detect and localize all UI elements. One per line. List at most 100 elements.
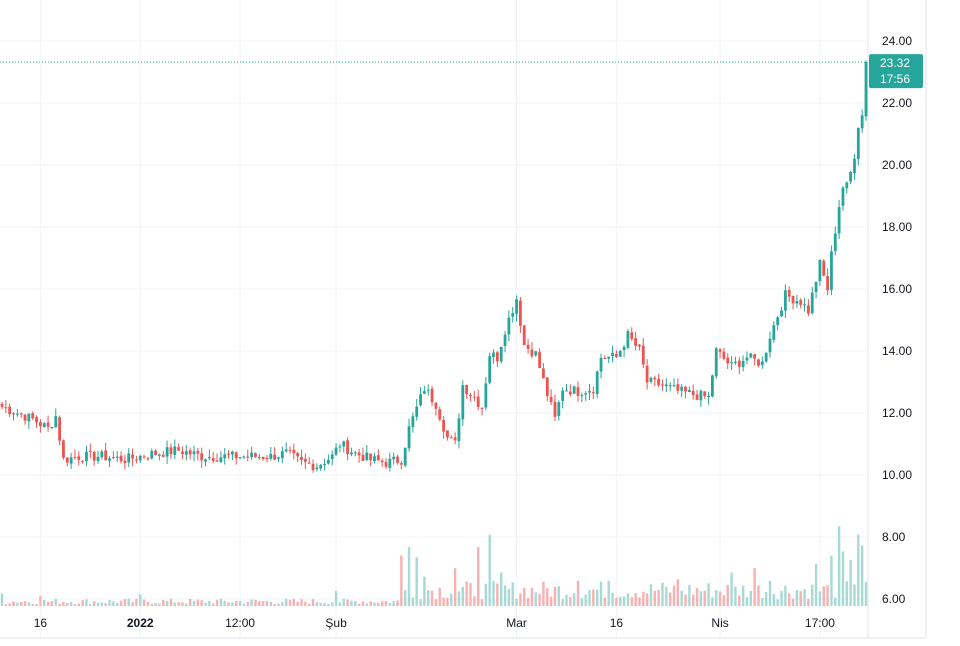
candle[interactable] <box>714 346 718 379</box>
candle[interactable] <box>695 389 699 401</box>
candle[interactable] <box>783 284 787 319</box>
candle[interactable] <box>242 455 246 460</box>
candle[interactable] <box>860 109 864 133</box>
candle[interactable] <box>196 447 200 461</box>
candle[interactable] <box>584 391 588 401</box>
candle[interactable] <box>131 448 134 467</box>
candle[interactable] <box>315 463 319 472</box>
candle[interactable] <box>223 447 227 465</box>
candle[interactable] <box>730 355 733 371</box>
candle[interactable] <box>534 350 538 358</box>
candle[interactable] <box>288 446 292 454</box>
candle[interactable] <box>111 451 115 460</box>
candle[interactable] <box>12 412 15 421</box>
candle[interactable] <box>303 453 307 470</box>
candle[interactable] <box>776 315 780 331</box>
candle[interactable] <box>350 447 353 457</box>
candle[interactable] <box>622 344 626 358</box>
candle[interactable] <box>787 286 791 303</box>
candle[interactable] <box>599 353 603 379</box>
candle[interactable] <box>799 298 803 309</box>
candle[interactable] <box>734 356 737 365</box>
candle[interactable] <box>837 199 841 240</box>
candle[interactable] <box>307 456 311 464</box>
candle[interactable] <box>565 383 568 392</box>
candle[interactable] <box>707 391 710 405</box>
candle[interactable] <box>384 458 388 469</box>
candle[interactable] <box>138 454 142 464</box>
candle[interactable] <box>415 398 419 421</box>
candle[interactable] <box>173 439 177 460</box>
candle[interactable] <box>280 446 284 464</box>
candle[interactable] <box>645 359 649 390</box>
candle[interactable] <box>407 418 411 452</box>
candle[interactable] <box>611 345 614 363</box>
candle[interactable] <box>181 446 184 460</box>
candle[interactable] <box>856 127 860 166</box>
candle[interactable] <box>791 295 795 310</box>
candle[interactable] <box>423 385 426 395</box>
candle[interactable] <box>549 389 553 405</box>
candle[interactable] <box>492 349 495 364</box>
candle[interactable] <box>472 391 476 402</box>
candle[interactable] <box>687 386 691 393</box>
candle[interactable] <box>388 452 392 472</box>
candle[interactable] <box>127 448 131 468</box>
candle[interactable] <box>150 448 154 460</box>
candle[interactable] <box>292 443 296 460</box>
candle[interactable] <box>96 450 100 464</box>
candle[interactable] <box>357 448 361 463</box>
candle[interactable] <box>772 321 776 343</box>
candle[interactable] <box>250 446 253 460</box>
candle[interactable] <box>135 455 138 464</box>
candle[interactable] <box>35 415 38 429</box>
candle[interactable] <box>85 445 88 466</box>
candle[interactable] <box>603 355 607 360</box>
candle[interactable] <box>745 351 749 365</box>
price-axis[interactable]: 24.00 22.00 20.00 18.00 16.00 14.00 12.00 10.00… <box>882 34 912 606</box>
candle[interactable] <box>542 363 545 379</box>
candle[interactable] <box>668 382 672 392</box>
candle[interactable] <box>430 386 434 407</box>
candle[interactable] <box>469 392 472 402</box>
candle[interactable] <box>158 453 161 461</box>
candle[interactable] <box>676 378 680 394</box>
candle[interactable] <box>77 451 81 466</box>
candle[interactable] <box>257 453 261 460</box>
candle[interactable] <box>330 450 334 466</box>
candle[interactable] <box>649 376 653 384</box>
candle[interactable] <box>446 430 449 441</box>
candle[interactable] <box>760 356 764 369</box>
candle[interactable] <box>146 457 150 461</box>
candle[interactable] <box>699 389 703 407</box>
candle[interactable] <box>661 379 664 391</box>
candle[interactable] <box>810 286 814 315</box>
candle[interactable] <box>561 387 565 409</box>
candle[interactable] <box>46 415 50 432</box>
candle[interactable] <box>403 447 407 468</box>
candle[interactable] <box>519 296 522 333</box>
candle[interactable] <box>338 444 342 453</box>
candle[interactable] <box>826 268 829 296</box>
candle[interactable] <box>495 351 499 367</box>
candle[interactable] <box>88 443 92 459</box>
candle[interactable] <box>607 356 611 364</box>
candle[interactable] <box>4 400 8 414</box>
candle[interactable] <box>8 403 12 418</box>
candle[interactable] <box>238 457 242 460</box>
candle[interactable] <box>461 380 465 426</box>
candle[interactable] <box>764 352 768 363</box>
candle[interactable] <box>215 453 219 463</box>
candle[interactable] <box>538 348 541 369</box>
candle[interactable] <box>211 451 215 464</box>
candle[interactable] <box>261 456 265 461</box>
candle[interactable] <box>641 338 645 369</box>
candle[interactable] <box>557 400 561 421</box>
candle[interactable] <box>618 349 622 358</box>
candle[interactable] <box>807 299 810 317</box>
candle[interactable] <box>457 413 461 449</box>
candle[interactable] <box>119 451 123 464</box>
candle[interactable] <box>58 415 61 446</box>
candle[interactable] <box>376 449 380 461</box>
